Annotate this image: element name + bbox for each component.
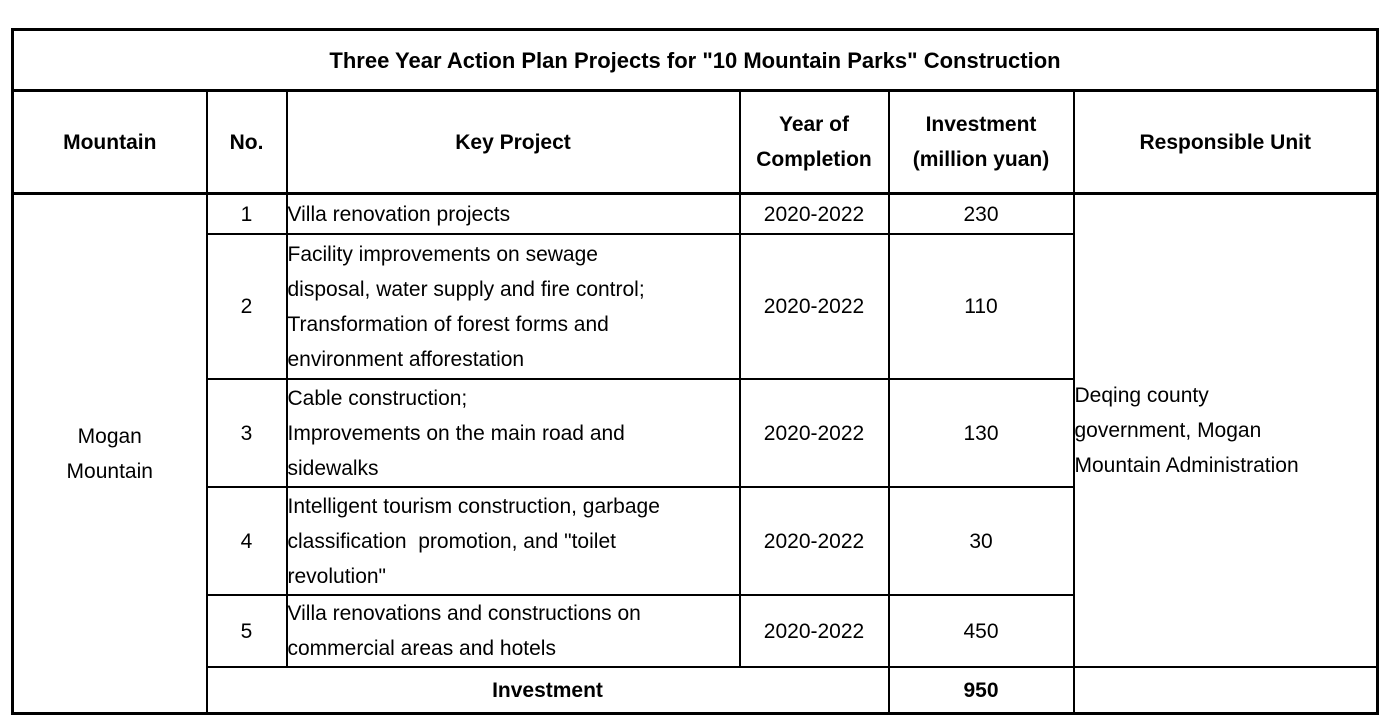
responsible-unit-cell: Deqing county government, Mogan Mountain… (1072, 192, 1379, 668)
table-title: Three Year Action Plan Projects for "10 … (11, 28, 1379, 92)
investment-cell: 450 (887, 594, 1075, 668)
total-investment-cell: 950 (887, 666, 1075, 715)
key-project-cell: Cable construction; Improvements on the … (285, 378, 741, 488)
investment-cell: 110 (887, 233, 1075, 380)
total-row: Investment 950 (13, 666, 1379, 715)
no-cell: 3 (205, 378, 288, 488)
key-project-cell: Facility improvements on sewage disposal… (285, 233, 741, 380)
year-cell: 2020-2022 (738, 192, 890, 235)
no-cell: 4 (205, 486, 288, 596)
header-row: Mountain No. Key Project Year of Complet… (11, 89, 1379, 195)
action-plan-table: Three Year Action Plan Projects for "10 … (11, 28, 1379, 715)
year-cell: 2020-2022 (738, 378, 890, 488)
column-header-investment: Investment (million yuan) (887, 89, 1075, 195)
column-header-responsible-unit: Responsible Unit (1072, 89, 1379, 195)
table-row: 5 Villa renovations and constructions on… (13, 594, 1378, 668)
total-responsible-empty-cell (1072, 666, 1379, 715)
column-header-key-project: Key Project (285, 89, 741, 195)
column-header-year-of-completion: Year of Completion (738, 89, 890, 195)
column-header-mountain: Mountain (11, 89, 208, 195)
total-label-cell: Investment (205, 666, 890, 715)
investment-cell: 30 (887, 486, 1075, 596)
table-row: 4 Intelligent tourism construction, garb… (13, 486, 1378, 596)
year-cell: 2020-2022 (738, 233, 890, 380)
column-header-no: No. (205, 89, 288, 195)
no-cell: 2 (205, 233, 288, 380)
mountain-cell: Mogan Mountain (11, 192, 208, 715)
year-cell: 2020-2022 (738, 486, 890, 596)
key-project-cell: Intelligent tourism construction, garbag… (285, 486, 741, 596)
no-cell: 5 (205, 594, 288, 668)
table-container: Three Year Action Plan Projects for "10 … (11, 28, 1379, 715)
investment-cell: 130 (887, 378, 1075, 488)
table-row: 2 Facility improvements on sewage dispos… (13, 233, 1378, 380)
key-project-cell: Villa renovation projects (285, 192, 741, 235)
year-cell: 2020-2022 (738, 594, 890, 668)
key-project-cell: Villa renovations and constructions on c… (285, 594, 741, 668)
title-row: Three Year Action Plan Projects for "10 … (11, 28, 1379, 92)
investment-cell: 230 (887, 192, 1075, 235)
no-cell: 1 (205, 192, 288, 235)
table-row: Mogan Mountain 1 Villa renovation projec… (11, 192, 1379, 715)
table-row: 3 Cable construction; Improvements on th… (13, 378, 1378, 488)
